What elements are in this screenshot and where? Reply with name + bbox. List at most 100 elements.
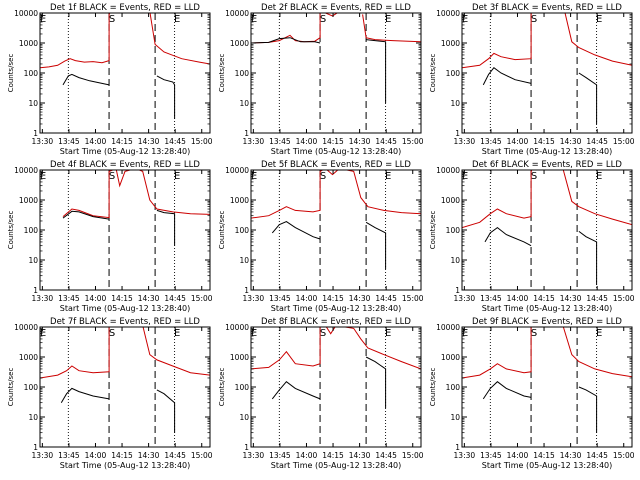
x-tick-label: 14:45 [586,137,608,146]
y-tick-label: 1000 [441,353,460,362]
x-tick-label: 15:00 [402,451,424,460]
x-tick-label: 14:00 [85,137,107,146]
y-tick-label: 1000 [19,196,38,205]
y-tick-label: 1000 [19,353,38,362]
x-tick-label: 15:00 [402,137,424,146]
y-tick-label: 1 [33,286,38,295]
panel-3: Det 3f BLACK = Events, RED = LLD Counts/s… [429,3,635,156]
y-tick-label: 10 [450,413,460,422]
x-tick-label: 14:30 [138,294,160,303]
y-tick-label: 1 [244,286,249,295]
y-tick-label: 10 [450,99,460,108]
panel-title: Det 9f BLACK = Events, RED = LLD [472,317,622,327]
events-series-line [578,230,598,285]
events-series-line [366,39,387,103]
lld-series-line [362,14,421,43]
y-tick-label: 100 [24,226,39,235]
x-axis-label: Start Time (05-Aug-12 13:28:40) [60,147,191,156]
x-tick-label: 14:00 [507,451,529,460]
lld-series-line [62,170,210,219]
y-tick-label: 1000 [230,353,249,362]
x-tick-label: 14:30 [560,451,582,460]
y-tick-label: 10 [239,99,249,108]
events-series-line [271,221,321,240]
x-tick-label: 14:30 [349,137,371,146]
x-tick-label: 14:00 [85,451,107,460]
x-tick-label: 13:30 [243,137,265,146]
x-tick-label: 14:00 [296,294,318,303]
x-tick-label: 14:00 [85,294,107,303]
x-tick-label: 15:00 [191,451,213,460]
events-series-line [156,209,176,246]
x-tick-label: 13:45 [58,451,80,460]
y-tick-label: 10000 [225,166,249,175]
x-tick-label: 14:15 [322,451,344,460]
plot-frame [250,169,422,291]
x-tick-label: 13:45 [269,294,291,303]
plot-frame [39,326,211,448]
y-tick-label: 10000 [225,323,249,332]
x-tick-label: 14:30 [349,451,371,460]
y-tick-label: 1 [33,443,38,452]
x-tick-label: 14:45 [164,451,186,460]
y-tick-label: 10 [28,413,38,422]
x-tick-label: 14:45 [586,294,608,303]
lld-series-line [562,170,632,226]
y-tick-label: 1000 [230,39,249,48]
x-tick-label: 13:45 [58,137,80,146]
x-tick-label: 14:00 [296,137,318,146]
interval-marker-label: E [385,328,391,339]
y-tick-label: 10000 [436,323,460,332]
interval-marker-label: S [531,171,537,182]
x-tick-label: 14:15 [111,137,133,146]
events-series-line [62,210,110,220]
y-axis-label: Counts/sec [218,54,226,93]
interval-marker-label: S [531,14,537,25]
panel-title: Det 7f BLACK = Events, RED = LLD [50,317,200,327]
events-series-line [482,381,532,400]
x-tick-label: 14:45 [375,137,397,146]
x-tick-label: 14:15 [533,137,555,146]
x-tick-label: 13:45 [480,294,502,303]
x-tick-label: 13:30 [32,137,54,146]
panel-7: Det 7f BLACK = Events, RED = LLD Counts/s… [7,317,213,470]
panel-title: Det 5f BLACK = Events, RED = LLD [261,160,411,170]
panel-9: Det 9f BLACK = Events, RED = LLD Counts/s… [429,317,635,470]
panel-8: Det 8f BLACK = Events, RED = LLD Counts/s… [218,317,424,470]
y-tick-label: 100 [235,226,250,235]
x-tick-label: 14:30 [560,294,582,303]
panel-title: Det 4f BLACK = Events, RED = LLD [50,160,200,170]
lld-series-line [142,327,210,376]
y-tick-label: 1 [33,129,38,138]
x-tick-label: 14:00 [507,294,529,303]
x-tick-label: 14:30 [349,294,371,303]
interval-marker-label: E [174,171,180,182]
x-tick-label: 13:30 [32,451,54,460]
y-tick-label: 100 [446,226,461,235]
events-series-line [578,72,598,124]
interval-marker-label: E [174,14,180,25]
events-series-line [484,226,532,247]
y-tick-label: 1 [244,129,249,138]
x-tick-label: 15:00 [191,137,213,146]
plot-frame [461,326,633,448]
x-tick-label: 14:45 [164,294,186,303]
x-tick-label: 14:00 [507,137,529,146]
x-tick-label: 13:30 [454,294,476,303]
y-tick-label: 10 [450,256,460,265]
x-tick-label: 14:45 [586,451,608,460]
plot-frame [461,169,633,291]
x-tick-label: 13:30 [243,451,265,460]
x-tick-label: 13:45 [480,451,502,460]
plot-frame [39,169,211,291]
interval-marker-label: E [40,328,46,339]
events-series-line [365,356,387,408]
x-tick-label: 15:00 [613,294,635,303]
panel-title: Det 6f BLACK = Events, RED = LLD [472,160,622,170]
x-tick-label: 15:00 [191,294,213,303]
panel-title: Det 1f BLACK = Events, RED = LLD [50,3,200,13]
x-tick-label: 14:45 [164,137,186,146]
interval-marker-label: S [531,328,537,339]
x-tick-label: 15:00 [402,294,424,303]
y-tick-label: 100 [446,383,461,392]
